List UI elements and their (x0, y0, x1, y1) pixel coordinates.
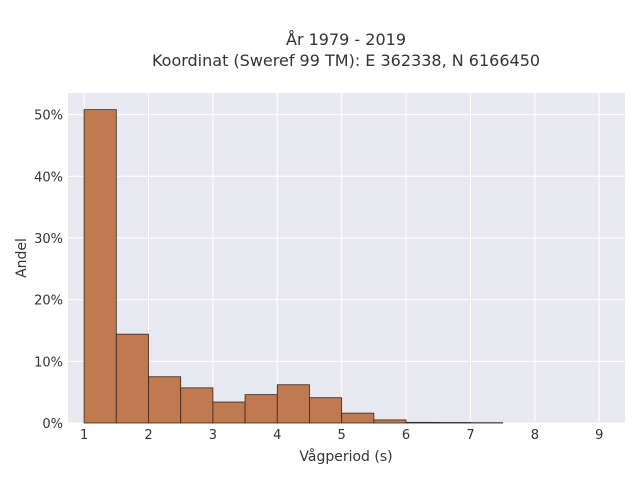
histogram-bar (115, 333, 149, 424)
x-tick-label: 5 (338, 428, 346, 443)
x-tick-label: 8 (531, 428, 539, 443)
histogram-bar (309, 397, 343, 424)
x-tick-label: 2 (144, 428, 152, 443)
x-tick-label: 4 (273, 428, 281, 443)
plot-area (68, 93, 625, 423)
histogram-bar (405, 421, 439, 424)
grid-lines (68, 93, 625, 424)
histogram-bar (180, 387, 214, 424)
histogram-bar (276, 384, 310, 424)
x-axis-label: Vågperiod (s) (299, 448, 392, 465)
y-tick-label: 30% (34, 232, 63, 247)
bars (83, 109, 504, 424)
chart-title-line1: År 1979 - 2019 (286, 30, 406, 49)
x-tick-label: 7 (466, 428, 474, 443)
histogram-bar (244, 394, 278, 424)
x-axis-ticks: 1 2 3 4 5 6 7 8 9 (80, 428, 603, 443)
histogram-bar (212, 401, 246, 424)
y-tick-label: 50% (34, 109, 63, 124)
histogram-bar (83, 109, 117, 424)
x-tick-label: 1 (80, 428, 88, 443)
histogram-bar (373, 419, 407, 424)
x-tick-label: 3 (209, 428, 217, 443)
y-tick-label: 20% (34, 294, 63, 309)
y-tick-label: 40% (34, 170, 63, 185)
y-axis-ticks: 0% 10% 20% 30% 40% 50% (34, 109, 63, 432)
chart-title-line2: Koordinat (Sweref 99 TM): E 362338, N 61… (152, 51, 540, 70)
y-tick-label: 0% (42, 417, 63, 432)
y-tick-label: 10% (34, 355, 63, 370)
x-tick-label: 6 (402, 428, 410, 443)
y-axis-label: Andel (14, 238, 30, 278)
x-tick-label: 9 (595, 428, 603, 443)
histogram-bar (341, 412, 375, 424)
histogram-bar (148, 376, 182, 424)
